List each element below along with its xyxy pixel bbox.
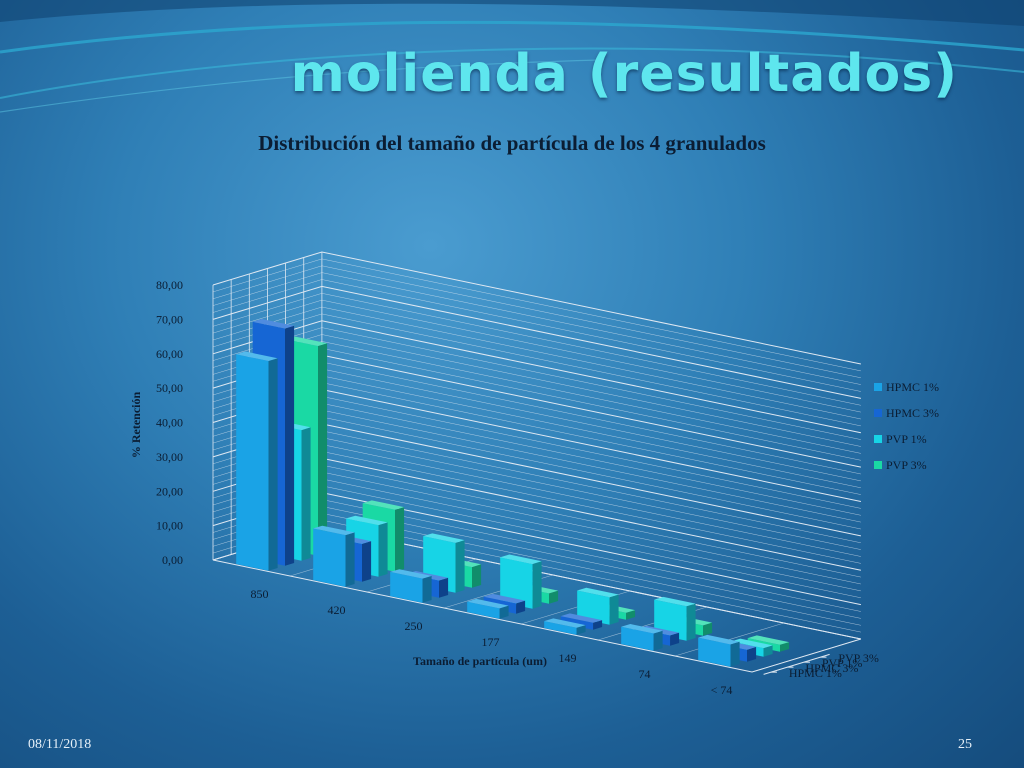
bar (500, 554, 542, 609)
legend-swatch (874, 461, 882, 469)
bar (544, 618, 586, 635)
y-tick-label: 10,00 (156, 519, 183, 533)
bar (577, 587, 619, 625)
legend-swatch (874, 409, 882, 417)
y-tick-label: 80,00 (156, 278, 183, 292)
legend-label: HPMC 1% (886, 380, 939, 394)
legend-label: PVP 1% (886, 432, 927, 446)
x-tick-label: < 74 (711, 683, 733, 697)
bar (467, 598, 509, 619)
legend-label: PVP 3% (886, 458, 927, 472)
depth-axis-label: PVP 3% (838, 651, 879, 665)
y-axis-title: % Retención (129, 392, 143, 459)
bar (698, 634, 740, 667)
x-tick-label: 420 (328, 603, 346, 617)
x-tick-label: 149 (559, 651, 577, 665)
legend-swatch (874, 435, 882, 443)
y-tick-label: 30,00 (156, 450, 183, 464)
depth-axis-label: HPMC 1% (789, 666, 842, 680)
depth-axis-label: PVP 1% (822, 656, 863, 670)
x-tick-label: 177 (482, 635, 500, 649)
bar (390, 569, 432, 603)
x-tick-label: 74 (639, 667, 651, 681)
y-tick-label: 0,00 (162, 553, 183, 567)
slide-page-number: 25 (958, 737, 972, 752)
bar (313, 525, 355, 587)
y-tick-label: 60,00 (156, 347, 183, 361)
chart-title: Distribución del tamaño de partícula de … (258, 131, 766, 155)
y-tick-label: 40,00 (156, 416, 183, 430)
legend-label: HPMC 3% (886, 406, 939, 420)
header-swoosh (0, 0, 1024, 113)
y-tick-label: 70,00 (156, 312, 183, 326)
y-tick-label: 20,00 (156, 484, 183, 498)
x-axis-title: Tamaño de partícula (um) (413, 654, 547, 668)
bar (236, 351, 278, 571)
depth-axis-label: HPMC 3% (805, 661, 858, 675)
bar (621, 624, 663, 651)
x-tick-label: 850 (251, 587, 269, 601)
depth-axis-line (763, 653, 830, 675)
x-tick-label: 250 (405, 619, 423, 633)
y-tick-label: 50,00 (156, 381, 183, 395)
slide-title: molienda (resultados) (290, 44, 958, 104)
series-hpmc-1- (236, 351, 740, 667)
slide-date: 08/11/2018 (28, 737, 92, 752)
legend-swatch (874, 383, 882, 391)
